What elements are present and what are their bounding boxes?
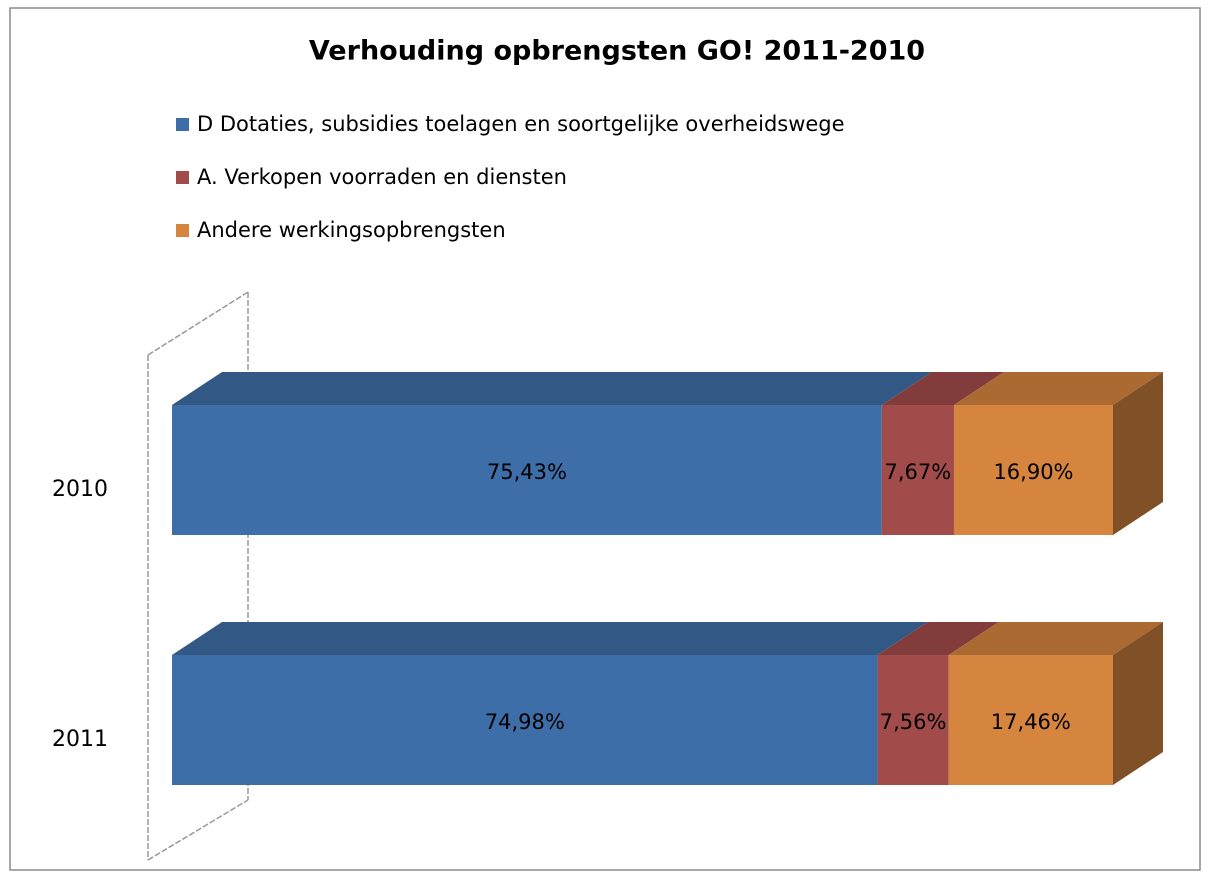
bar-side: [1113, 622, 1163, 785]
legend-label: A. Verkopen voorraden en diensten: [197, 165, 567, 189]
bar-side: [1113, 372, 1163, 535]
data-label: 16,90%: [993, 460, 1073, 484]
bar-top: [172, 622, 928, 655]
bar-top: [172, 372, 932, 405]
data-label: 7,67%: [885, 460, 952, 484]
data-label: 75,43%: [487, 460, 567, 484]
bar-top: [881, 372, 1004, 405]
y-tick-label: 2010: [52, 477, 108, 502]
data-label: 74,98%: [485, 710, 565, 734]
bar: [953, 405, 1113, 535]
data-label: 17,46%: [991, 710, 1071, 734]
bar: [948, 655, 1113, 785]
legend-label: Andere werkingsopbrengsten: [197, 218, 506, 242]
wall-top-edge: [147, 291, 249, 356]
legend-swatch: [176, 171, 189, 184]
wall-bottom-edge: [147, 799, 249, 861]
bar-top: [877, 622, 999, 655]
bar: [881, 405, 954, 535]
chart-title: Verhouding opbrengsten GO! 2011-2010: [309, 36, 925, 67]
data-label: 7,56%: [880, 710, 947, 734]
legend-label: D Dotaties, subsidies toelagen en soortg…: [197, 112, 845, 136]
bar: [877, 655, 949, 785]
y-tick-label: 2011: [52, 727, 108, 752]
legend-swatch: [176, 224, 189, 237]
bar: [172, 655, 878, 785]
bar-top: [953, 372, 1163, 405]
bar-top: [948, 622, 1163, 655]
legend-swatch: [176, 118, 189, 131]
bar: [172, 405, 882, 535]
